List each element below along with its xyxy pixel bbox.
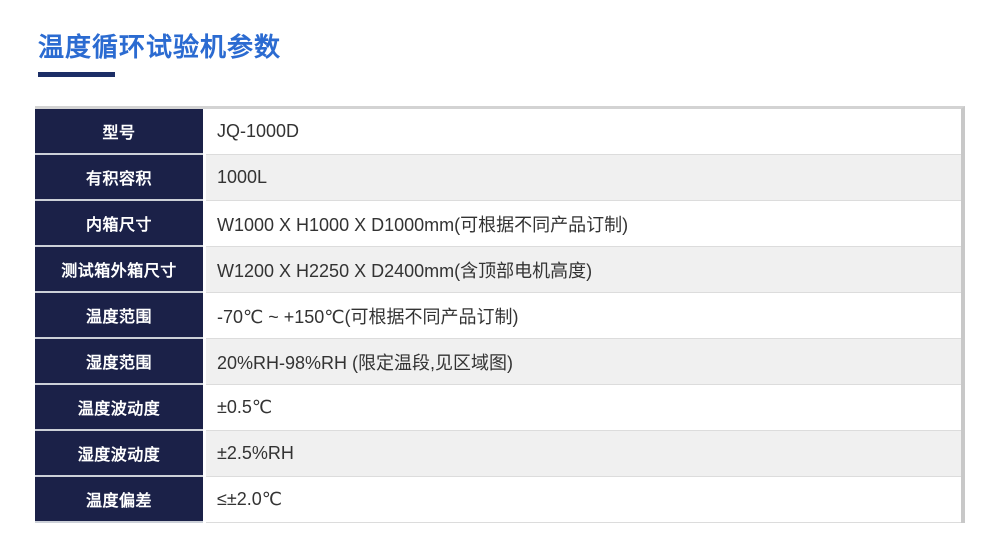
table-row: 内箱尺寸 W1000 X H1000 X D1000mm(可根据不同产品订制): [35, 201, 961, 248]
table-row: 湿度波动度 ±2.5%RH: [35, 431, 961, 478]
spec-value: ±0.5℃: [206, 385, 961, 432]
spec-table: 型号 JQ-1000D 有积容积 1000L 内箱尺寸 W1000 X H100…: [35, 106, 965, 524]
spec-value: 20%RH-98%RH (限定温段,见区域图): [206, 339, 961, 386]
spec-label: 测试箱外箱尺寸: [35, 247, 203, 294]
spec-value: ≤±2.0℃: [206, 477, 961, 524]
table-row: 温度范围 -70℃ ~ +150℃(可根据不同产品订制): [35, 293, 961, 340]
page: 温度循环试验机参数 型号 JQ-1000D 有积容积 1000L 内箱尺寸 W1…: [35, 32, 965, 524]
spec-label: 温度范围: [35, 293, 203, 340]
title-underline: [38, 72, 115, 78]
table-row: 湿度范围 20%RH-98%RH (限定温段,见区域图): [35, 339, 961, 386]
spec-value: W1000 X H1000 X D1000mm(可根据不同产品订制): [206, 201, 961, 248]
spec-label: 湿度波动度: [35, 431, 203, 478]
spec-label: 有积容积: [35, 155, 203, 202]
spec-label: 温度偏差: [35, 477, 203, 524]
spec-value: -70℃ ~ +150℃(可根据不同产品订制): [206, 293, 961, 340]
spec-value: JQ-1000D: [206, 109, 961, 156]
table-row: 温度偏差 ≤±2.0℃: [35, 477, 961, 524]
spec-label: 温度波动度: [35, 385, 203, 432]
spec-value: 1000L: [206, 155, 961, 202]
spec-value: W1200 X H2250 X D2400mm(含顶部电机高度): [206, 247, 961, 294]
page-title: 温度循环试验机参数: [38, 32, 282, 62]
table-row: 有积容积 1000L: [35, 155, 961, 202]
spec-label: 内箱尺寸: [35, 201, 203, 248]
spec-label: 型号: [35, 109, 203, 156]
table-row: 测试箱外箱尺寸 W1200 X H2250 X D2400mm(含顶部电机高度): [35, 247, 961, 294]
spec-value: ±2.5%RH: [206, 431, 961, 478]
spec-label: 湿度范围: [35, 339, 203, 386]
table-row: 温度波动度 ±0.5℃: [35, 385, 961, 432]
table-row: 型号 JQ-1000D: [35, 109, 961, 156]
